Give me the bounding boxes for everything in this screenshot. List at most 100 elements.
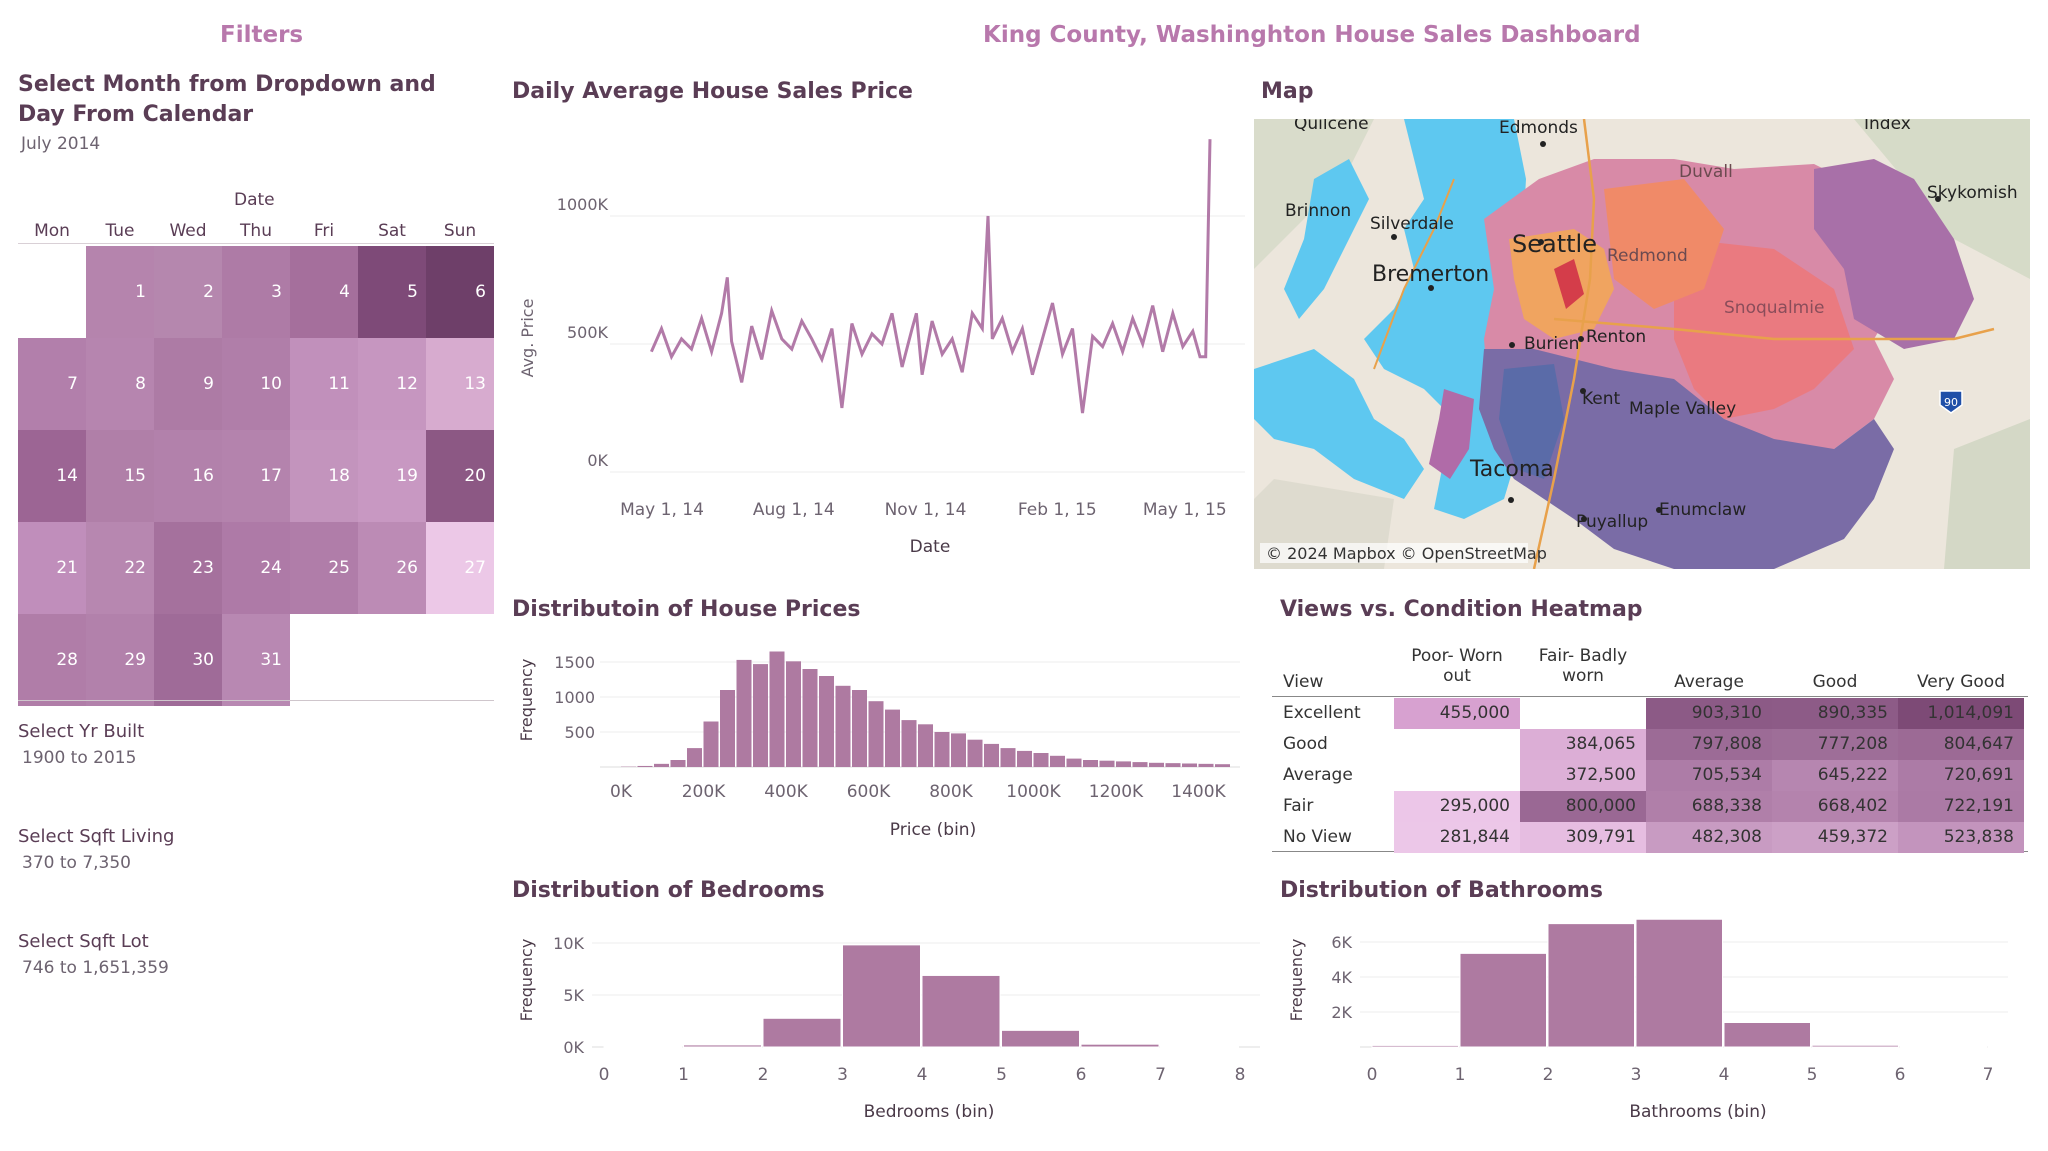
- bed-bar[interactable]: [921, 974, 1001, 1048]
- bath-bar[interactable]: [1547, 923, 1635, 1048]
- king-county-map[interactable]: Quilcene Edmonds Index Skykomish Duvall …: [1254, 119, 2030, 569]
- calendar-day-9[interactable]: 9: [154, 338, 222, 430]
- bed-bar[interactable]: [1001, 1029, 1080, 1048]
- heatmap-cell[interactable]: 309,791: [1520, 822, 1646, 853]
- bath-bar[interactable]: [1459, 952, 1547, 1048]
- bath-bar[interactable]: [1635, 918, 1723, 1048]
- heatmap-cell[interactable]: 459,372: [1772, 822, 1898, 853]
- heatmap-cell[interactable]: [1394, 729, 1520, 760]
- map-attribution[interactable]: © 2024 Mapbox © OpenStreetMap: [1266, 544, 1547, 563]
- bed-bar[interactable]: [1080, 1043, 1160, 1048]
- price-bar[interactable]: [934, 732, 950, 767]
- bath-bar[interactable]: [1723, 1022, 1811, 1048]
- price-bar[interactable]: [868, 701, 884, 767]
- calendar-day-23[interactable]: 23: [154, 522, 222, 614]
- price-bar[interactable]: [1099, 760, 1115, 767]
- calendar-day-20[interactable]: 20: [426, 430, 494, 522]
- calendar-day-14[interactable]: 14: [18, 430, 86, 522]
- calendar-day-12[interactable]: 12: [358, 338, 426, 430]
- price-bar[interactable]: [835, 685, 851, 767]
- price-bar[interactable]: [1198, 763, 1214, 767]
- heatmap-cell[interactable]: 903,310: [1646, 698, 1772, 729]
- heatmap-cell[interactable]: [1520, 698, 1646, 729]
- calendar-day-24[interactable]: 24: [222, 522, 290, 614]
- calendar-day-1[interactable]: 1: [86, 246, 154, 338]
- price-bar[interactable]: [1000, 748, 1016, 767]
- bed-bar[interactable]: [762, 1017, 842, 1048]
- price-bar[interactable]: [637, 765, 653, 767]
- heatmap-cell[interactable]: 720,691: [1898, 760, 2024, 791]
- price-bar[interactable]: [1149, 762, 1164, 767]
- price-bar[interactable]: [720, 690, 735, 767]
- calendar-day-31[interactable]: 31: [222, 614, 290, 706]
- price-bar[interactable]: [753, 664, 768, 767]
- calendar-day-21[interactable]: 21: [18, 522, 86, 614]
- price-bar[interactable]: [786, 661, 801, 767]
- month-dropdown[interactable]: July 2014: [21, 134, 101, 154]
- heatmap-cell[interactable]: 384,065: [1520, 729, 1646, 760]
- price-bar[interactable]: [1215, 764, 1230, 767]
- price-bar[interactable]: [802, 669, 818, 767]
- heatmap-cell[interactable]: 295,000: [1394, 791, 1520, 822]
- heatmap-cell[interactable]: 890,335: [1772, 698, 1898, 729]
- price-bar[interactable]: [769, 651, 785, 768]
- price-bar[interactable]: [901, 720, 917, 767]
- heatmap-cell[interactable]: 705,534: [1646, 760, 1772, 791]
- price-bar[interactable]: [918, 724, 933, 767]
- calendar-day-16[interactable]: 16: [154, 430, 222, 522]
- heatmap-cell[interactable]: 482,308: [1646, 822, 1772, 853]
- price-bar[interactable]: [1116, 761, 1131, 767]
- price-bar[interactable]: [654, 763, 669, 767]
- calendar-day-5[interactable]: 5: [358, 246, 426, 338]
- bed-bar[interactable]: [842, 944, 921, 1048]
- calendar-day-15[interactable]: 15: [86, 430, 154, 522]
- price-bar[interactable]: [819, 676, 834, 767]
- calendar-day-18[interactable]: 18: [290, 430, 358, 522]
- heatmap-cell[interactable]: 281,844: [1394, 822, 1520, 853]
- price-bar[interactable]: [1132, 762, 1148, 767]
- price-bar[interactable]: [1017, 750, 1032, 767]
- calendar-day-3[interactable]: 3: [222, 246, 290, 338]
- calendar-day-13[interactable]: 13: [426, 338, 494, 430]
- calendar-day-2[interactable]: 2: [154, 246, 222, 338]
- calendar-day-10[interactable]: 10: [222, 338, 290, 430]
- heatmap-cell[interactable]: 455,000: [1394, 698, 1520, 729]
- calendar-day-30[interactable]: 30: [154, 614, 222, 706]
- calendar-day-6[interactable]: 6: [426, 246, 494, 338]
- calendar-day-25[interactable]: 25: [290, 522, 358, 614]
- heatmap-cell[interactable]: 797,808: [1646, 729, 1772, 760]
- price-bar[interactable]: [1165, 763, 1181, 767]
- bath-bar[interactable]: [1811, 1044, 1899, 1048]
- price-bar[interactable]: [687, 748, 702, 767]
- price-bar[interactable]: [703, 721, 719, 768]
- price-bar[interactable]: [736, 659, 752, 767]
- calendar-day-8[interactable]: 8: [86, 338, 154, 430]
- price-bar[interactable]: [967, 739, 983, 767]
- heatmap-cell[interactable]: 523,838: [1898, 822, 2024, 853]
- bath-bar[interactable]: [1371, 1044, 1459, 1048]
- heatmap-cell[interactable]: 722,191: [1898, 791, 2024, 822]
- heatmap-cell[interactable]: 777,208: [1772, 729, 1898, 760]
- heatmap-cell[interactable]: 645,222: [1772, 760, 1898, 791]
- price-bar[interactable]: [1033, 753, 1049, 767]
- heatmap-cell[interactable]: 668,402: [1772, 791, 1898, 822]
- calendar-day-4[interactable]: 4: [290, 246, 358, 338]
- price-bar[interactable]: [1182, 763, 1197, 768]
- sqft-living-slider[interactable]: 370 to 7,350: [22, 853, 131, 873]
- sqft-lot-slider[interactable]: 746 to 1,651,359: [22, 958, 169, 978]
- calendar-day-28[interactable]: 28: [18, 614, 86, 706]
- heatmap-cell[interactable]: 800,000: [1520, 791, 1646, 822]
- price-bar[interactable]: [670, 760, 686, 767]
- calendar-day-19[interactable]: 19: [358, 430, 426, 522]
- calendar-day-29[interactable]: 29: [86, 614, 154, 706]
- bed-bar[interactable]: [683, 1044, 762, 1048]
- calendar-day-11[interactable]: 11: [290, 338, 358, 430]
- yr-built-slider[interactable]: 1900 to 2015: [22, 748, 137, 768]
- heatmap-cell[interactable]: 1,014,091: [1898, 698, 2024, 729]
- heatmap-cell[interactable]: 804,647: [1898, 729, 2024, 760]
- price-bar[interactable]: [1083, 760, 1098, 767]
- heatmap-cell[interactable]: [1394, 760, 1520, 791]
- price-bar[interactable]: [984, 743, 999, 767]
- price-bar[interactable]: [1066, 758, 1082, 767]
- calendar-day-17[interactable]: 17: [222, 430, 290, 522]
